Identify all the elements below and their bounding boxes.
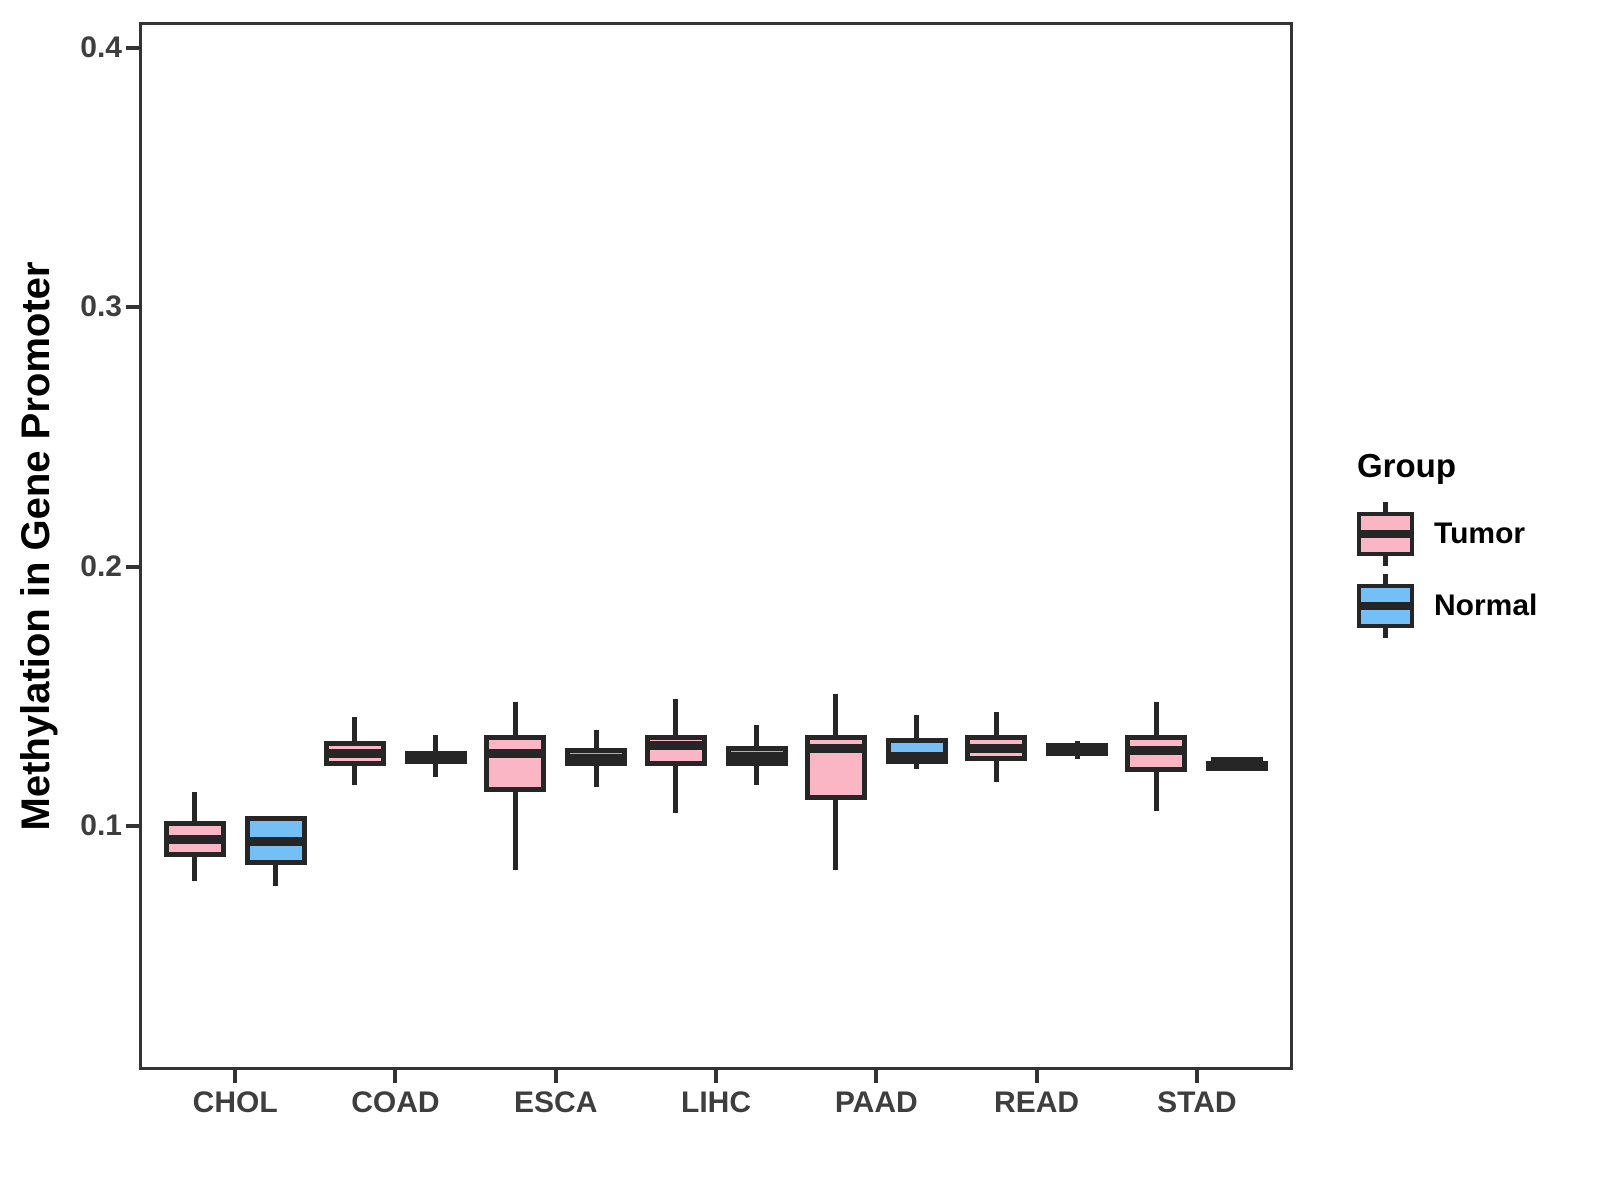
legend: Group Tumor Normal <box>1357 446 1537 646</box>
y-tick-label: 0.4 <box>80 30 122 64</box>
legend-entry-label: Tumor <box>1434 517 1526 550</box>
tumor-COAD-upper-whisker <box>352 717 358 741</box>
plot-layer <box>139 22 1293 1070</box>
y-tick-label: 0.1 <box>80 809 122 843</box>
normal-CHOL-median <box>249 837 302 847</box>
tumor-STAD-lower-whisker <box>1153 771 1159 811</box>
y-tick-mark <box>126 45 139 50</box>
normal-boxplot-key-icon <box>1357 574 1414 638</box>
y-tick-label: 0.3 <box>80 290 122 324</box>
tumor-CHOL-upper-whisker <box>192 792 198 821</box>
x-tick-label: COAD <box>351 1086 440 1119</box>
tumor-ESCA-median <box>489 749 542 759</box>
x-tick-label: ESCA <box>514 1086 598 1119</box>
x-tick-mark <box>874 1070 879 1083</box>
x-tick-mark <box>1034 1070 1039 1083</box>
normal-PAAD-upper-whisker <box>914 714 920 738</box>
x-tick-label: STAD <box>1157 1086 1237 1119</box>
key-median-line <box>1361 530 1410 538</box>
tumor-CHOL-median <box>168 834 221 844</box>
x-tick-mark <box>1194 1070 1199 1083</box>
tumor-ESCA-box <box>484 735 547 793</box>
y-tick-mark <box>126 564 139 569</box>
normal-ESCA-median <box>570 754 623 764</box>
tumor-STAD-upper-whisker <box>1153 701 1159 736</box>
legend-title: Group <box>1357 447 1456 484</box>
key-upper-whisker <box>1383 502 1388 512</box>
tumor-ESCA-lower-whisker <box>512 792 518 871</box>
x-tick-label: LIHC <box>681 1086 751 1119</box>
key-median-line <box>1361 602 1410 610</box>
normal-PAAD-lower-whisker <box>914 763 920 770</box>
normal-CHOL-lower-whisker <box>273 865 279 886</box>
tumor-boxplot-key-icon <box>1357 502 1414 566</box>
normal-PAAD-median <box>890 751 943 761</box>
tumor-READ-upper-whisker <box>993 712 999 736</box>
key-lower-whisker <box>1383 556 1388 566</box>
x-tick-label: PAAD <box>834 1086 918 1119</box>
tumor-READ-median <box>970 743 1023 753</box>
x-tick-mark <box>553 1070 558 1083</box>
normal-ESCA-upper-whisker <box>593 730 599 749</box>
tumor-LIHC-median <box>649 741 702 751</box>
normal-READ-lower-whisker <box>1074 756 1080 759</box>
y-tick-mark <box>126 305 139 310</box>
tumor-STAD-median <box>1130 746 1183 756</box>
normal-COAD-lower-whisker <box>433 763 439 777</box>
tumor-READ-lower-whisker <box>993 761 999 783</box>
tumor-ESCA-upper-whisker <box>512 701 518 736</box>
tumor-PAAD-upper-whisker <box>833 693 839 736</box>
normal-READ-upper-whisker <box>1074 740 1080 744</box>
legend-entry-label: Normal <box>1434 589 1538 622</box>
tumor-LIHC-upper-whisker <box>673 699 678 736</box>
normal-COAD-median <box>409 751 462 761</box>
normal-LIHC-median <box>730 751 783 761</box>
normal-READ-median <box>1051 743 1104 753</box>
tumor-COAD-lower-whisker <box>352 766 358 785</box>
x-tick-mark <box>714 1070 718 1083</box>
tumor-LIHC-lower-whisker <box>673 766 678 814</box>
normal-STAD-median <box>1211 756 1264 766</box>
normal-ESCA-lower-whisker <box>593 766 599 788</box>
key-box <box>1357 512 1414 556</box>
key-lower-whisker <box>1383 628 1388 638</box>
y-tick-mark <box>126 824 139 829</box>
plot-panel <box>139 22 1293 1070</box>
tumor-PAAD-lower-whisker <box>833 800 839 871</box>
key-box <box>1357 584 1414 628</box>
normal-LIHC-upper-whisker <box>754 724 759 746</box>
normal-COAD-upper-whisker <box>433 735 439 751</box>
y-axis-title: Methylation in Gene Promoter <box>14 261 58 831</box>
key-upper-whisker <box>1383 574 1388 584</box>
x-tick-label: READ <box>994 1086 1080 1119</box>
legend-entry-normal: Normal <box>1357 574 1537 638</box>
x-tick-mark <box>393 1070 398 1083</box>
x-tick-mark <box>233 1070 238 1083</box>
x-tick-label: CHOL <box>192 1086 278 1119</box>
tumor-LIHC-box <box>644 735 707 767</box>
legend-entry-tumor: Tumor <box>1357 502 1537 566</box>
normal-LIHC-lower-whisker <box>754 766 759 785</box>
legend-entries: Tumor Normal <box>1357 502 1537 638</box>
y-tick-label: 0.2 <box>80 549 122 583</box>
tumor-COAD-median <box>328 749 381 759</box>
tumor-CHOL-lower-whisker <box>192 857 198 881</box>
tumor-PAAD-median <box>809 743 862 753</box>
